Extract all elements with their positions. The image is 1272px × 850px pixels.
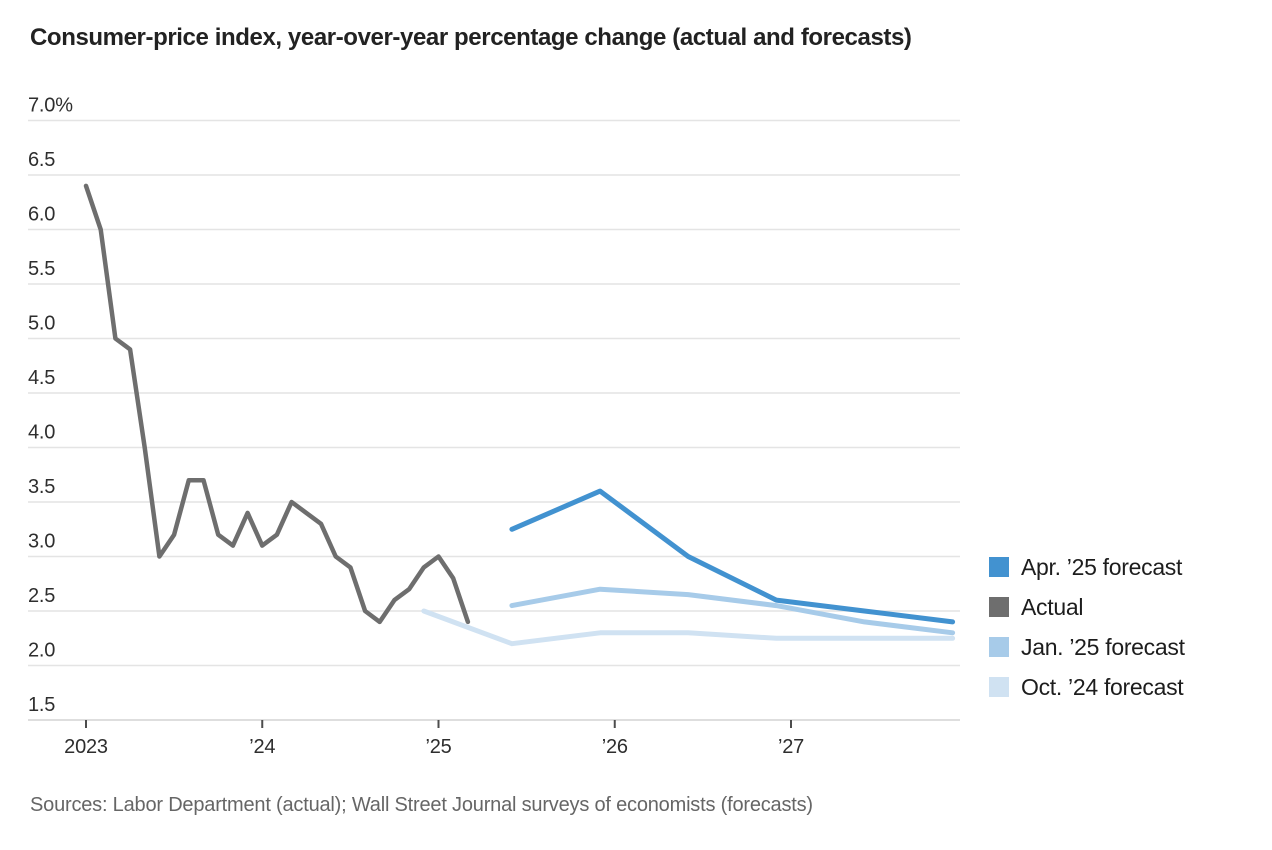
- x-axis-tick-label: ’27: [778, 736, 804, 758]
- legend-swatch-icon: [989, 677, 1009, 697]
- legend-swatch-icon: [989, 637, 1009, 657]
- y-axis-tick-label: 5.0: [28, 313, 55, 335]
- series-line-oct-24-forecast: [421, 608, 956, 647]
- y-axis-tick-label: 4.0: [28, 422, 55, 444]
- legend-label: Actual: [1021, 593, 1084, 620]
- y-axis-tick-label: 2.5: [28, 585, 55, 607]
- y-axis-tick-label: 6.5: [28, 149, 55, 171]
- x-axis-tick-label: ’25: [425, 736, 451, 758]
- legend-item-oct-24-forecast: Oct. ’24 forecast: [989, 667, 1185, 707]
- y-axis-tick-label: 7.0%: [28, 95, 73, 117]
- legend-swatch-icon: [989, 557, 1009, 577]
- y-axis-tick-label: 5.5: [28, 258, 55, 280]
- chart-title: Consumer-price index, year-over-year per…: [30, 24, 912, 51]
- legend-label: Jan. ’25 forecast: [1021, 633, 1185, 660]
- y-axis-tick-label: 3.0: [28, 531, 55, 553]
- chart-legend: Apr. ’25 forecast Actual Jan. ’25 forecast…: [989, 547, 1185, 707]
- series-line-jan-25-forecast: [509, 586, 956, 636]
- y-axis-tick-label: 2.0: [28, 640, 55, 662]
- legend-label: Oct. ’24 forecast: [1021, 673, 1184, 700]
- legend-item-apr-25-forecast: Apr. ’25 forecast: [989, 547, 1185, 587]
- legend-item-actual: Actual: [989, 587, 1185, 627]
- series-line-apr-25-forecast: [509, 488, 956, 625]
- y-axis-tick-label: 6.0: [28, 204, 55, 226]
- legend-item-jan-25-forecast: Jan. ’25 forecast: [989, 627, 1185, 667]
- legend-label: Apr. ’25 forecast: [1021, 553, 1183, 580]
- x-axis-tick-label: ’24: [249, 736, 275, 758]
- legend-swatch-icon: [989, 597, 1009, 617]
- y-axis-tick-label: 4.5: [28, 367, 55, 389]
- y-axis-tick-label: 3.5: [28, 476, 55, 498]
- y-axis-tick-label: 1.5: [28, 694, 55, 716]
- source-note: Sources: Labor Department (actual); Wall…: [30, 794, 813, 816]
- series-line-actual: [83, 183, 471, 625]
- x-axis-tick-label: ’26: [602, 736, 628, 758]
- x-axis-tick-label: 2023: [64, 736, 108, 758]
